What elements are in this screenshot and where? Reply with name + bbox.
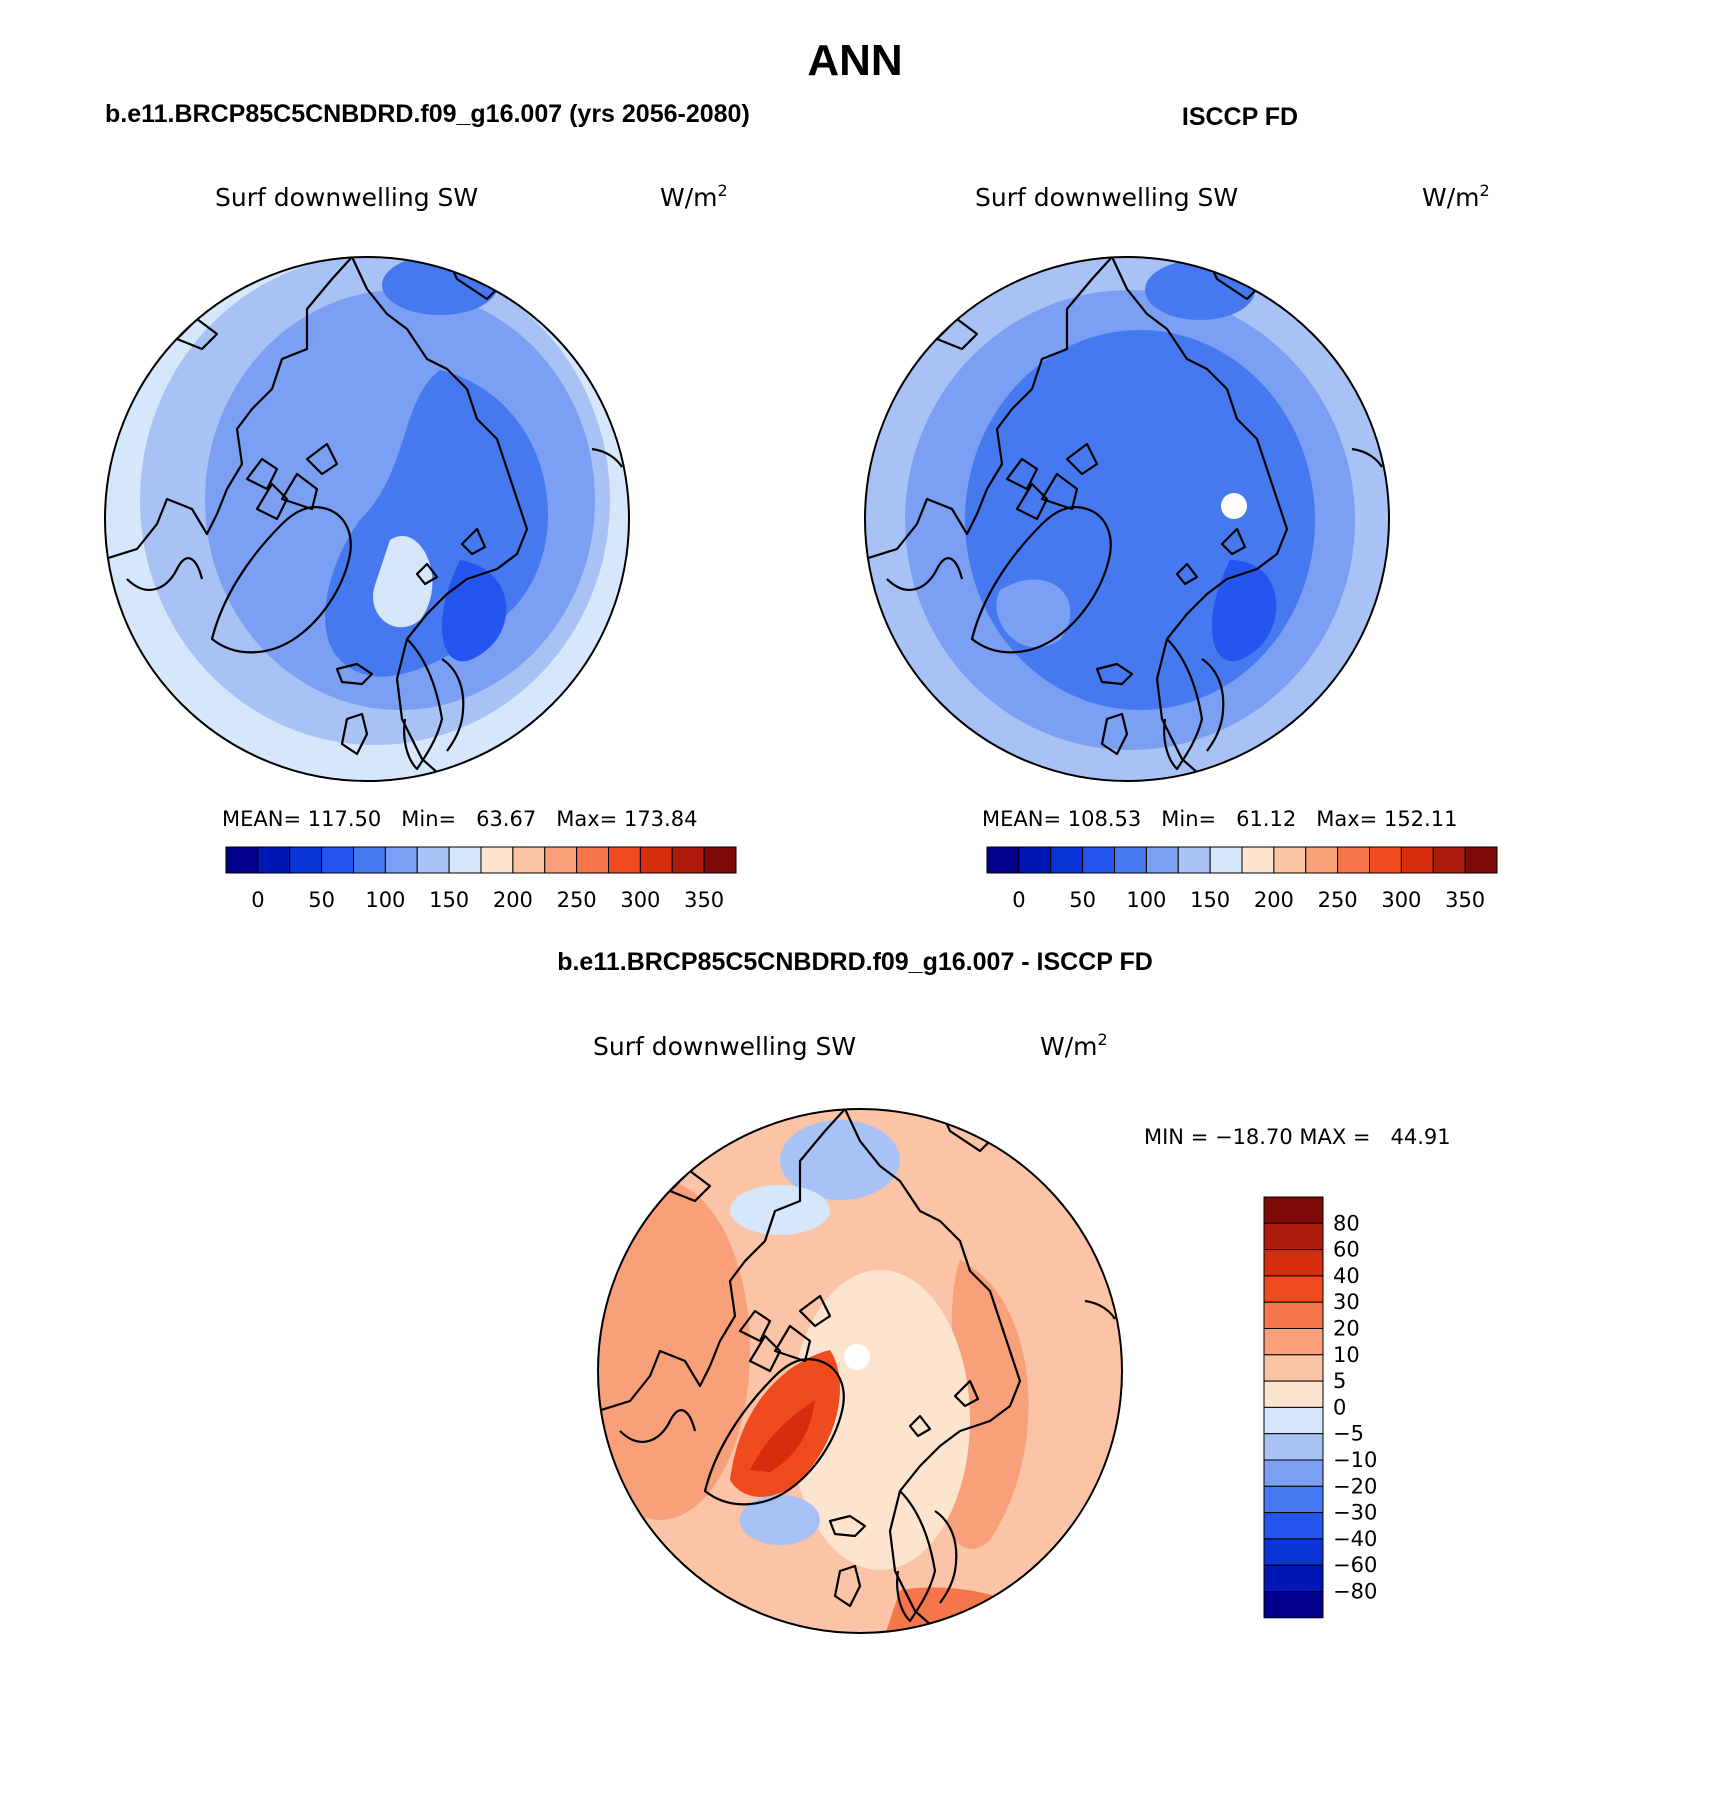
colorbar-tick-label: 80 (1333, 1211, 1360, 1235)
colorbar-swatch (1263, 1406, 1324, 1435)
colorbar-tick-label: 200 (1254, 888, 1294, 912)
panel1-units: W/m2 (660, 181, 728, 212)
colorbar-swatch (1273, 846, 1307, 874)
colorbar-swatch (1050, 846, 1084, 874)
colorbar-tick-label: −30 (1333, 1501, 1377, 1525)
colorbar-tick-label: −80 (1333, 1580, 1377, 1604)
colorbar-tick-label: 350 (684, 888, 724, 912)
panel1-stats: MEAN= 117.50 Min= 63.67 Max= 173.84 (222, 807, 697, 831)
colorbar-swatch (353, 846, 386, 874)
colorbar-tick-label: 100 (365, 888, 405, 912)
colorbar-swatch (1263, 1249, 1324, 1277)
colorbar-swatch (1018, 846, 1052, 874)
colorbar-swatch (1263, 1222, 1324, 1251)
colorbar-tick-label: −40 (1333, 1527, 1377, 1551)
colorbar-tick-label: 10 (1333, 1343, 1360, 1367)
colorbar-tick-label: 100 (1126, 888, 1166, 912)
colorbar-swatch (1263, 1512, 1324, 1540)
colorbar-swatch (1263, 1196, 1324, 1224)
colorbar-tick-label: −60 (1333, 1553, 1377, 1577)
colorbar-swatch (671, 846, 705, 874)
colorbar-swatch (1263, 1459, 1324, 1487)
diff-variable: Surf downwelling SW (593, 1032, 856, 1061)
diff-units: W/m2 (1040, 1030, 1108, 1061)
colorbar-swatch (1263, 1380, 1324, 1408)
colorbar-tick-label: 300 (1381, 888, 1421, 912)
colorbar-tick-label: 20 (1333, 1317, 1360, 1341)
colorbar-swatch (1263, 1328, 1324, 1356)
panel2-stats: MEAN= 108.53 Min= 61.12 Max= 152.11 (982, 807, 1457, 831)
panel1-variable: Surf downwelling SW (215, 183, 478, 212)
diff-stats: MIN = −18.70 MAX = 44.91 (1144, 1125, 1451, 1149)
colorbar-tick-label: −20 (1333, 1474, 1377, 1498)
colorbar-swatch (1263, 1591, 1324, 1619)
colorbar-swatch (1263, 1538, 1324, 1566)
colorbar-tick-label: 150 (1190, 888, 1230, 912)
colorbar-tick-label: 60 (1333, 1238, 1360, 1262)
colorbar-swatch (416, 846, 450, 874)
colorbar-swatch (1263, 1485, 1324, 1514)
colorbar-swatch (1209, 846, 1243, 874)
panel1-map (104, 256, 630, 782)
colorbar-swatch (1177, 846, 1211, 874)
colorbar-tick-label: 5 (1333, 1369, 1346, 1393)
colorbar-tick-label: 50 (308, 888, 335, 912)
colorbar-swatch (1263, 1433, 1324, 1461)
colorbar-tick-label: 40 (1333, 1264, 1360, 1288)
colorbar-swatch (1464, 846, 1498, 874)
panel2-units: W/m2 (1422, 181, 1490, 212)
panel1-colorbar: 0 50 100 150 200 250 300 350 (225, 846, 737, 912)
colorbar-tick-label: 0 (1012, 888, 1025, 912)
colorbar-tick-label: 200 (493, 888, 533, 912)
colorbar-swatch (1145, 846, 1179, 874)
panel1-title: b.e11.BRCP85C5CNBDRD.f09_g16.007 (yrs 20… (105, 100, 750, 128)
colorbar-swatch (1114, 846, 1147, 874)
colorbar-swatch (986, 846, 1020, 874)
colorbar-swatch (1337, 846, 1370, 874)
colorbar-tick-label: 250 (557, 888, 597, 912)
colorbar-tick-label: 300 (620, 888, 660, 912)
panel2-map (864, 256, 1390, 782)
colorbar-swatch (1305, 846, 1339, 874)
colorbar-swatch (1432, 846, 1466, 874)
colorbar-swatch (321, 846, 354, 874)
colorbar-swatch (1082, 846, 1115, 874)
colorbar-tick-label: 0 (1333, 1395, 1346, 1419)
colorbar-swatch (448, 846, 482, 874)
colorbar-swatch (225, 846, 259, 874)
panel2-title: ISCCP FD (1182, 103, 1298, 131)
colorbar-swatch (1241, 846, 1275, 874)
colorbar-swatch (576, 846, 609, 874)
colorbar-tick-label: 150 (429, 888, 469, 912)
colorbar-swatch (1263, 1354, 1324, 1382)
colorbar-tick-label: −10 (1333, 1448, 1377, 1472)
colorbar-tick-label: 30 (1333, 1290, 1360, 1314)
colorbar-swatch (639, 846, 673, 874)
colorbar-swatch (480, 846, 514, 874)
colorbar-swatch (512, 846, 546, 874)
page-title: ANN (807, 36, 902, 85)
colorbar-swatch (544, 846, 578, 874)
colorbar-tick-label: 350 (1445, 888, 1485, 912)
panel2-colorbar: 0 50 100 150 200 250 300 350 (986, 846, 1498, 912)
colorbar-swatch (289, 846, 323, 874)
colorbar-tick-label: 0 (251, 888, 264, 912)
diff-title: b.e11.BRCP85C5CNBDRD.f09_g16.007 - ISCCP… (557, 948, 1153, 976)
colorbar-tick-label: 250 (1318, 888, 1358, 912)
colorbar-swatch (1263, 1301, 1324, 1329)
colorbar-swatch (1263, 1564, 1324, 1592)
colorbar-swatch (1369, 846, 1402, 874)
colorbar-tick-label: −5 (1333, 1422, 1364, 1446)
colorbar-swatch (1400, 846, 1434, 874)
panel2-variable: Surf downwelling SW (975, 183, 1238, 212)
colorbar-swatch (257, 846, 291, 874)
colorbar-swatch (1263, 1275, 1324, 1303)
colorbar-swatch (703, 846, 737, 874)
colorbar-tick-label: 50 (1069, 888, 1096, 912)
colorbar-swatch (608, 846, 641, 874)
diff-map (597, 1108, 1123, 1634)
colorbar-swatch (384, 846, 418, 874)
